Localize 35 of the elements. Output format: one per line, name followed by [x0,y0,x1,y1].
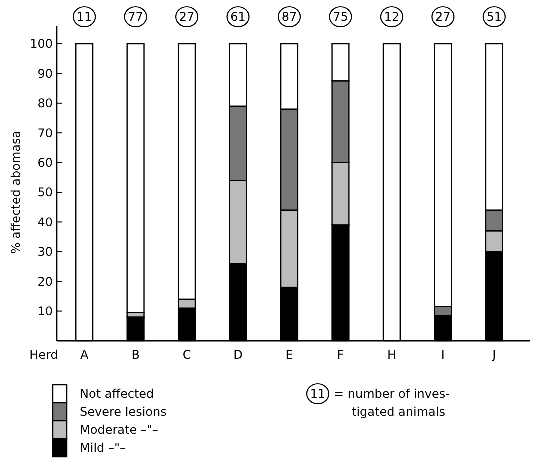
annotation: 51 [486,10,502,24]
x-tick-label: E [286,348,294,362]
y-tick-label: 20 [38,274,53,289]
annotation: 61 [230,10,246,24]
x-axis-title: Herd [30,348,58,362]
annotation: 12 [384,10,400,24]
legend-label: Severe lesions [80,405,167,420]
annotation: 27 [436,10,451,24]
annotation: 87 [282,10,298,24]
x-tick-label: F [337,348,344,362]
y-tick-label: 90 [38,66,53,81]
y-tick-label: 80 [38,96,53,111]
annotation: 11 [76,10,92,24]
x-tick-label: D [234,348,243,362]
x-tick-label: B [132,348,140,362]
annotation: 27 [179,10,195,24]
text: 11 = number of inves- tigated animals [310,387,450,420]
x-tick-label: A [80,348,90,362]
y-tick-label: 40 [38,215,53,230]
legend-label: Moderate –"– [80,423,158,438]
annotation: 75 [333,10,348,24]
y-tick-label: 70 [38,126,53,140]
x-tick-label: I [441,348,445,362]
x-tick-label: J [492,348,496,362]
x-tick-label: H [387,348,396,362]
y-tick-label: 50 [38,186,53,200]
y-axis-title: % affected abomasa [9,130,23,254]
legend-label: Mild –"– [80,441,126,456]
y-tick-label: 30 [38,245,53,260]
annotation: 77 [128,10,144,24]
y-tick-label: 10 [38,304,53,318]
legend-label: Not affected [80,387,154,402]
x-tick-label: C [182,348,192,362]
y-tick-label: 100 [30,37,53,52]
y-tick-label: 60 [38,156,53,170]
